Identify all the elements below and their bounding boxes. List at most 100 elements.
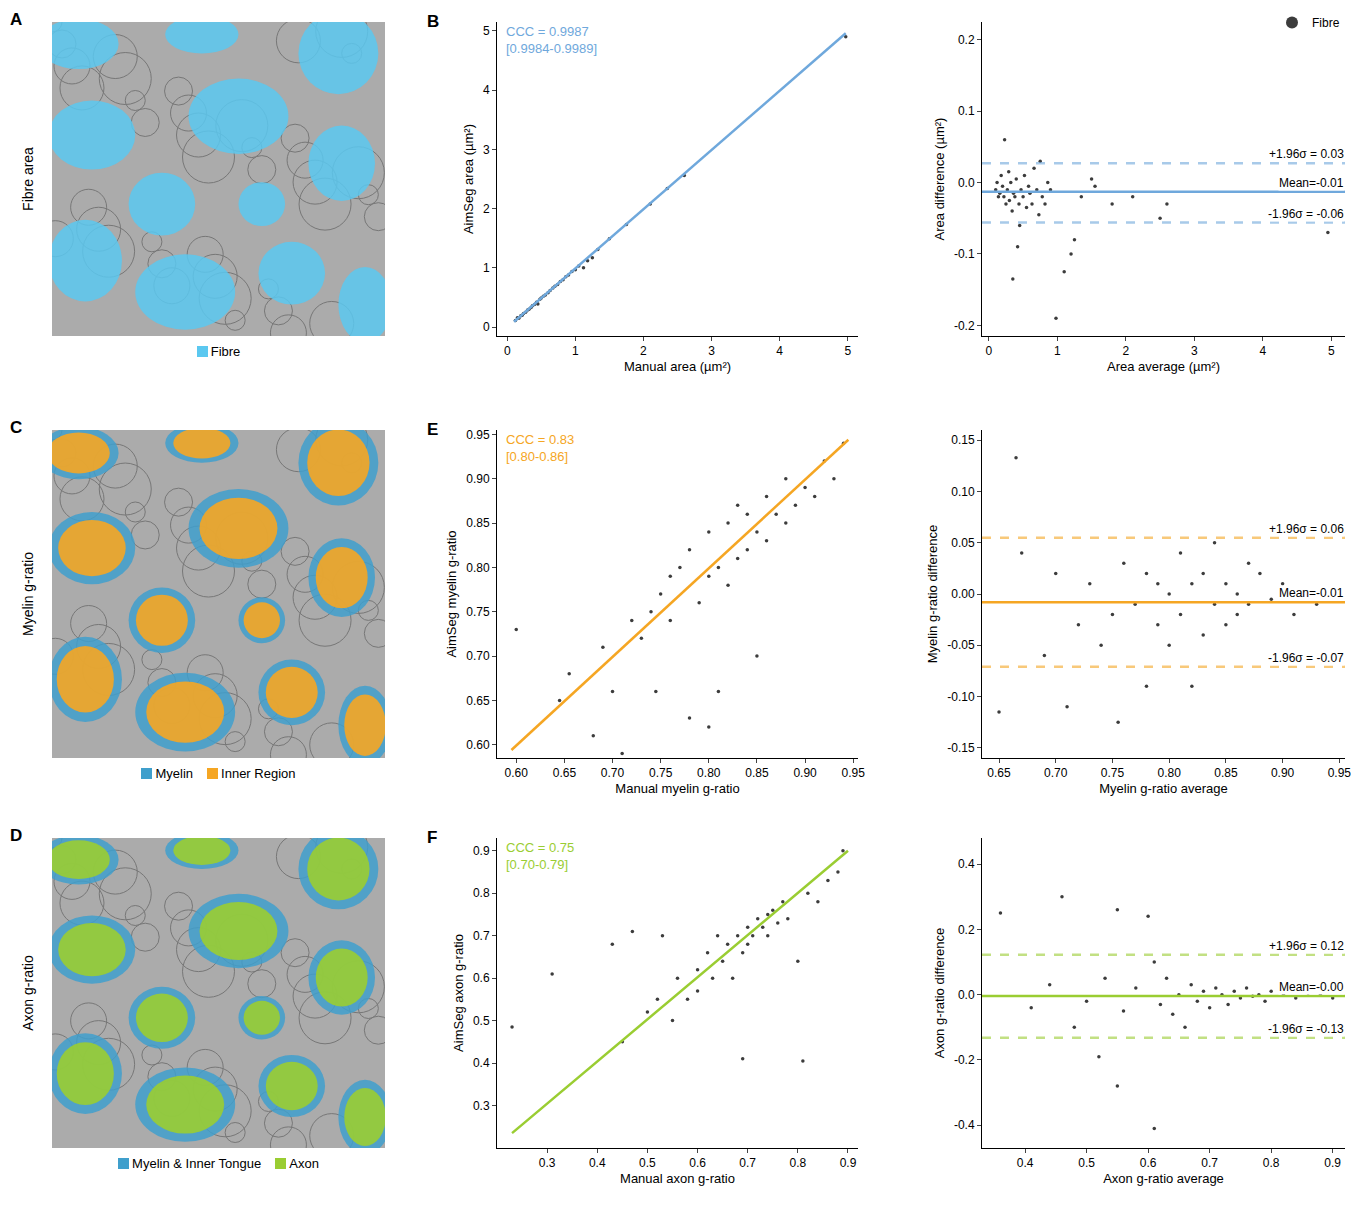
- svg-text:0.90: 0.90: [793, 766, 817, 780]
- svg-text:Mean=-0.01: Mean=-0.01: [1279, 176, 1344, 190]
- svg-text:0.10: 0.10: [951, 485, 975, 499]
- svg-text:F: F: [427, 828, 437, 847]
- svg-text:0.4: 0.4: [589, 1156, 606, 1170]
- svg-text:0.75: 0.75: [1101, 766, 1125, 780]
- svg-text:0.15: 0.15: [951, 433, 975, 447]
- svg-text:3: 3: [708, 344, 715, 358]
- svg-text:0.65: 0.65: [553, 766, 577, 780]
- svg-text:0.80: 0.80: [697, 766, 721, 780]
- svg-text:-1.96σ = -0.13: -1.96σ = -0.13: [1268, 1022, 1344, 1036]
- svg-text:0.75: 0.75: [649, 766, 673, 780]
- svg-text:0.85: 0.85: [466, 516, 490, 530]
- svg-text:B: B: [427, 12, 439, 31]
- svg-text:Mean=-0.00: Mean=-0.00: [1279, 980, 1344, 994]
- svg-text:Area difference (µm²): Area difference (µm²): [932, 118, 947, 241]
- svg-text:0.2: 0.2: [958, 33, 975, 47]
- svg-text:4: 4: [1259, 344, 1266, 358]
- svg-text:Myelin g-ratio difference: Myelin g-ratio difference: [925, 525, 940, 664]
- svg-text:0.95: 0.95: [1328, 766, 1352, 780]
- svg-text:0.65: 0.65: [466, 694, 490, 708]
- svg-text:0.6: 0.6: [689, 1156, 706, 1170]
- svg-text:+1.96σ = 0.03: +1.96σ = 0.03: [1269, 147, 1344, 161]
- svg-text:0.8: 0.8: [473, 886, 490, 900]
- svg-text:3: 3: [483, 143, 490, 157]
- svg-text:4: 4: [483, 83, 490, 97]
- svg-text:0.9: 0.9: [1324, 1156, 1341, 1170]
- svg-text:5: 5: [483, 24, 490, 38]
- svg-text:1: 1: [572, 344, 579, 358]
- svg-text:3: 3: [1191, 344, 1198, 358]
- svg-text:0: 0: [504, 344, 511, 358]
- svg-text:1: 1: [1054, 344, 1061, 358]
- svg-text:0.9: 0.9: [840, 1156, 857, 1170]
- svg-text:Manual axon g-ratio: Manual axon g-ratio: [620, 1171, 735, 1186]
- svg-text:Manual area (µm²): Manual area (µm²): [624, 359, 731, 374]
- svg-text:+1.96σ = 0.06: +1.96σ = 0.06: [1269, 522, 1344, 536]
- svg-text:-1.96σ = -0.07: -1.96σ = -0.07: [1268, 651, 1344, 665]
- svg-text:-1.96σ = -0.06: -1.96σ = -0.06: [1268, 207, 1344, 221]
- svg-text:1: 1: [483, 261, 490, 275]
- svg-text:0.95: 0.95: [466, 428, 490, 442]
- svg-text:2: 2: [640, 344, 647, 358]
- svg-text:AimSeg axon g-ratio: AimSeg axon g-ratio: [451, 934, 466, 1052]
- svg-text:0.0: 0.0: [958, 988, 975, 1002]
- svg-text:0.6: 0.6: [1140, 1156, 1157, 1170]
- svg-text:0.80: 0.80: [466, 561, 490, 575]
- svg-text:Myelin g-ratio average: Myelin g-ratio average: [1099, 781, 1228, 796]
- svg-text:+1.96σ = 0.12: +1.96σ = 0.12: [1269, 939, 1344, 953]
- svg-text:0: 0: [483, 320, 490, 334]
- svg-text:CCC = 0.9987[0.9984-0.9989]: CCC = 0.9987[0.9984-0.9989]: [506, 24, 597, 56]
- svg-text:0.60: 0.60: [466, 738, 490, 752]
- svg-text:AimSeg area (µm²): AimSeg area (µm²): [461, 124, 476, 234]
- svg-text:2: 2: [483, 202, 490, 216]
- svg-text:0.8: 0.8: [1263, 1156, 1280, 1170]
- svg-text:-0.1: -0.1: [954, 247, 975, 261]
- svg-text:0.90: 0.90: [1271, 766, 1295, 780]
- svg-text:0: 0: [986, 344, 993, 358]
- svg-text:0.5: 0.5: [473, 1014, 490, 1028]
- svg-text:0.80: 0.80: [1157, 766, 1181, 780]
- svg-text:0.9: 0.9: [473, 844, 490, 858]
- svg-text:CCC = 0.83[0.80-0.86]: CCC = 0.83[0.80-0.86]: [506, 432, 574, 464]
- svg-text:4: 4: [776, 344, 783, 358]
- svg-text:0.5: 0.5: [1078, 1156, 1095, 1170]
- svg-text:0.65: 0.65: [987, 766, 1011, 780]
- svg-text:-0.05: -0.05: [947, 638, 975, 652]
- svg-text:0.4: 0.4: [473, 1056, 490, 1070]
- svg-text:0.3: 0.3: [473, 1099, 490, 1113]
- svg-text:5: 5: [844, 344, 851, 358]
- svg-text:Mean=-0.01: Mean=-0.01: [1279, 586, 1344, 600]
- svg-text:0.70: 0.70: [1044, 766, 1068, 780]
- svg-text:0.60: 0.60: [505, 766, 529, 780]
- svg-text:0.90: 0.90: [466, 472, 490, 486]
- svg-text:0.7: 0.7: [1201, 1156, 1218, 1170]
- svg-text:-0.10: -0.10: [947, 690, 975, 704]
- svg-text:0.4: 0.4: [958, 857, 975, 871]
- svg-text:0.6: 0.6: [473, 971, 490, 985]
- svg-text:0.4: 0.4: [1017, 1156, 1034, 1170]
- svg-text:0.8: 0.8: [789, 1156, 806, 1170]
- svg-text:5: 5: [1328, 344, 1335, 358]
- svg-text:-0.2: -0.2: [954, 1053, 975, 1067]
- svg-text:-0.15: -0.15: [947, 741, 975, 755]
- svg-text:Fibre: Fibre: [1312, 16, 1340, 30]
- svg-text:0.85: 0.85: [1214, 766, 1238, 780]
- svg-text:Manual myelin g-ratio: Manual myelin g-ratio: [615, 781, 739, 796]
- svg-text:0.5: 0.5: [639, 1156, 656, 1170]
- svg-text:Axon g-ratio average: Axon g-ratio average: [1103, 1171, 1224, 1186]
- svg-text:E: E: [427, 420, 438, 439]
- svg-text:0.85: 0.85: [745, 766, 769, 780]
- svg-text:0.7: 0.7: [473, 929, 490, 943]
- svg-text:2: 2: [1122, 344, 1129, 358]
- svg-text:-0.4: -0.4: [954, 1118, 975, 1132]
- svg-text:0.0: 0.0: [958, 176, 975, 190]
- svg-text:0.7: 0.7: [739, 1156, 756, 1170]
- svg-text:Axon g-ratio difference: Axon g-ratio difference: [932, 928, 947, 1059]
- svg-text:AimSeg myelin g-ratio: AimSeg myelin g-ratio: [444, 530, 459, 657]
- svg-text:Area average (µm²): Area average (µm²): [1107, 359, 1220, 374]
- svg-text:0.1: 0.1: [958, 104, 975, 118]
- svg-text:0.75: 0.75: [466, 605, 490, 619]
- svg-text:0.2: 0.2: [958, 923, 975, 937]
- svg-text:0.3: 0.3: [539, 1156, 556, 1170]
- svg-text:CCC = 0.75[0.70-0.79]: CCC = 0.75[0.70-0.79]: [506, 840, 574, 872]
